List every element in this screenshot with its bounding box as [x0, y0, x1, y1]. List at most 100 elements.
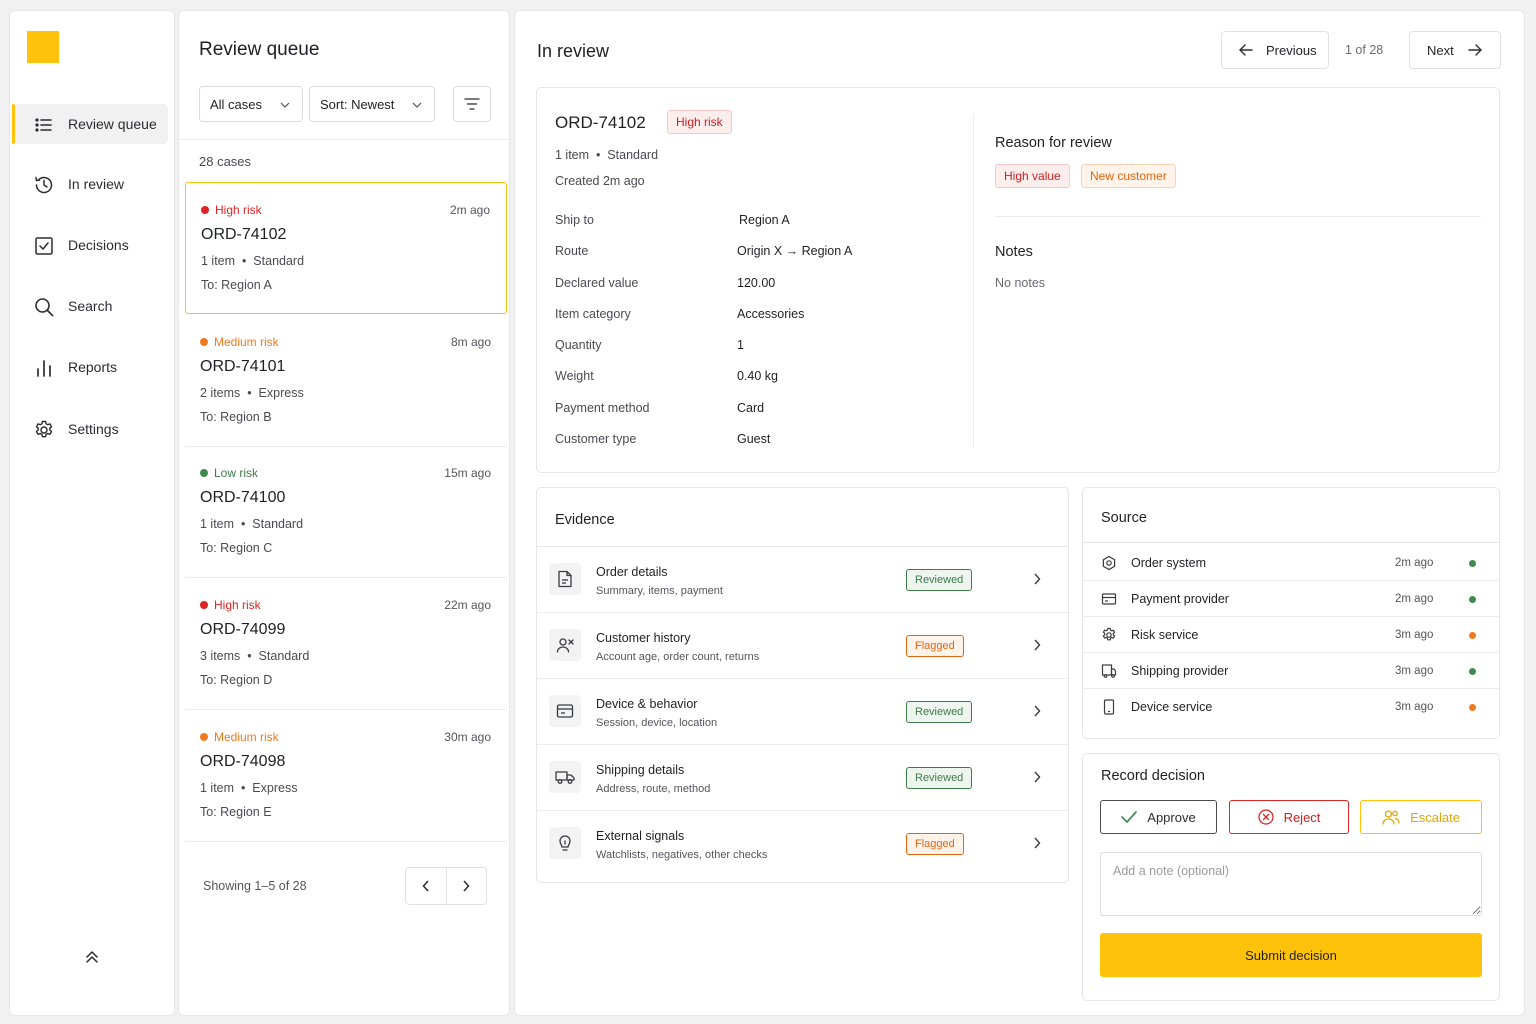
- evidence-row-order-details[interactable]: Order details Summary, items, payment Re…: [537, 547, 1068, 613]
- case-destination: To: Region C: [200, 541, 273, 555]
- decision-note-input[interactable]: [1100, 852, 1482, 916]
- evidence-card: Evidence Order details Summary, items, p…: [536, 487, 1069, 883]
- document-icon: [549, 563, 581, 595]
- sidebar-item-settings[interactable]: Settings: [14, 409, 168, 449]
- case-card[interactable]: Medium risk 30m ago ORD-74098 1 item • E…: [185, 710, 507, 842]
- evidence-description: Account age, order count, returns: [596, 651, 760, 663]
- case-filter-dropdown[interactable]: All cases: [199, 86, 303, 122]
- evidence-row-external-signals[interactable]: External signals Watchlists, negatives, …: [537, 811, 1068, 877]
- risk-dot: [200, 469, 208, 477]
- history-icon: [35, 176, 53, 194]
- case-filter-label: All cases: [210, 96, 263, 112]
- case-meta: 1 item • Standard: [200, 517, 304, 531]
- pagination: [405, 867, 487, 905]
- case-detail-panel: In review Previous 1 of 28 Next ORD-7410…: [514, 10, 1525, 1016]
- source-name: Risk service: [1131, 628, 1199, 642]
- case-meta: 1 item • Standard: [201, 254, 305, 268]
- detail-label: Weight: [555, 369, 594, 383]
- submit-decision-button[interactable]: Submit decision: [1100, 933, 1482, 977]
- pagination-summary: Showing 1–5 of 28: [203, 879, 307, 893]
- review-queue-panel: Review queue All cases Sort: Newest 28 c…: [178, 10, 510, 1016]
- source-row: Risk service 3m ago: [1083, 617, 1499, 653]
- case-time: 2m ago: [449, 203, 490, 217]
- x-circle-icon: [1257, 809, 1274, 825]
- case-card-selected[interactable]: High risk 2m ago ORD-74102 1 item • Stan…: [185, 182, 507, 314]
- source-card: Source Order system 2m ago Payment provi…: [1082, 487, 1500, 739]
- source-row: Shipping provider 3m ago: [1083, 653, 1499, 689]
- case-destination: To: Region B: [200, 410, 272, 424]
- source-time: 3m ago: [1395, 701, 1434, 713]
- case-card[interactable]: High risk 22m ago ORD-74099 3 items • St…: [185, 578, 507, 710]
- source-time: 3m ago: [1395, 629, 1434, 641]
- status-dot: [1469, 632, 1476, 639]
- evidence-row-device-behavior[interactable]: Device & behavior Session, device, locat…: [537, 679, 1068, 745]
- detail-label: Route: [555, 244, 589, 258]
- sidebar-item-reports[interactable]: Reports: [14, 347, 168, 387]
- sidebar-item-review-queue[interactable]: Review queue: [12, 104, 168, 144]
- reject-button[interactable]: Reject: [1229, 800, 1349, 834]
- detail-value: 0.40 kg: [737, 369, 779, 383]
- escalate-button[interactable]: Escalate: [1360, 800, 1482, 834]
- divider: [537, 546, 1068, 547]
- sidebar-item-search[interactable]: Search: [14, 286, 168, 326]
- evidence-row-customer-history[interactable]: Customer history Account age, order coun…: [537, 613, 1068, 679]
- evidence-name: Customer history: [596, 631, 691, 645]
- chevron-right-icon: [1034, 705, 1041, 717]
- reason-title: Reason for review: [995, 135, 1112, 151]
- record-decision-card: Record decision Approve Reject Escalate …: [1082, 753, 1500, 1001]
- sidebar-item-label: Reports: [68, 359, 118, 375]
- status-dot: [1469, 704, 1476, 711]
- checkbox-icon: [35, 237, 53, 255]
- prev-page-button[interactable]: [406, 868, 447, 904]
- collapse-sidebar-icon[interactable]: [82, 947, 102, 967]
- evidence-description: Address, route, method: [596, 783, 711, 795]
- sidebar-item-decisions[interactable]: Decisions: [14, 225, 168, 265]
- chevron-down-icon: [280, 102, 290, 108]
- arrow-left-icon: [1239, 44, 1253, 56]
- case-card[interactable]: Medium risk 8m ago ORD-74101 2 items • E…: [185, 315, 507, 447]
- risk-indicator: High risk: [201, 203, 262, 217]
- notes-empty-state: No notes: [995, 276, 1046, 290]
- arrow-right-icon: [1468, 44, 1482, 56]
- sort-dropdown[interactable]: Sort: Newest: [309, 86, 435, 122]
- case-order-id: ORD-74100: [200, 489, 286, 506]
- detail-label: Ship to: [555, 213, 594, 227]
- status-badge: Reviewed: [906, 767, 973, 789]
- source-row: Order system 2m ago: [1083, 545, 1499, 581]
- previous-case-button[interactable]: Previous: [1221, 31, 1329, 69]
- sidebar-item-in-review[interactable]: In review: [14, 164, 168, 204]
- detail-label: Customer type: [555, 432, 637, 446]
- case-meta: 3 items • Standard: [200, 649, 310, 663]
- source-time: 3m ago: [1395, 665, 1434, 677]
- case-destination: To: Region D: [200, 673, 273, 687]
- risk-label: High risk: [215, 203, 262, 217]
- evidence-description: Session, device, location: [596, 717, 718, 729]
- case-time: 15m ago: [444, 466, 491, 480]
- device-icon: [549, 695, 581, 727]
- case-order-id: ORD-74102: [201, 226, 287, 243]
- reason-badge-new-customer: New customer: [1081, 164, 1176, 188]
- next-page-button[interactable]: [447, 868, 487, 904]
- evidence-description: Watchlists, negatives, other checks: [596, 849, 768, 861]
- risk-badge: High risk: [667, 110, 732, 134]
- evidence-row-shipping-details[interactable]: Shipping details Address, route, method …: [537, 745, 1068, 811]
- approve-button[interactable]: Approve: [1100, 800, 1217, 834]
- status-badge: Flagged: [906, 635, 964, 657]
- user-history-icon: [549, 629, 581, 661]
- detail-label: Quantity: [555, 338, 602, 352]
- truck-icon: [549, 761, 581, 793]
- filter-button[interactable]: [453, 86, 491, 122]
- case-card[interactable]: Low risk 15m ago ORD-74100 1 item • Stan…: [185, 446, 507, 578]
- app-logo[interactable]: [27, 31, 59, 63]
- detail-value: Card: [737, 401, 765, 415]
- reject-label: Reject: [1283, 809, 1321, 825]
- case-order-id: ORD-74098: [200, 753, 286, 770]
- evidence-title: Evidence: [555, 512, 615, 528]
- sidebar-item-label: Settings: [68, 421, 119, 437]
- status-dot: [1469, 668, 1476, 675]
- order-id: ORD-74102: [555, 113, 646, 132]
- check-icon: [1121, 811, 1138, 823]
- order-meta: 1 item • Standard: [555, 148, 659, 162]
- detail-value: Guest: [737, 432, 771, 446]
- next-case-button[interactable]: Next: [1409, 31, 1501, 69]
